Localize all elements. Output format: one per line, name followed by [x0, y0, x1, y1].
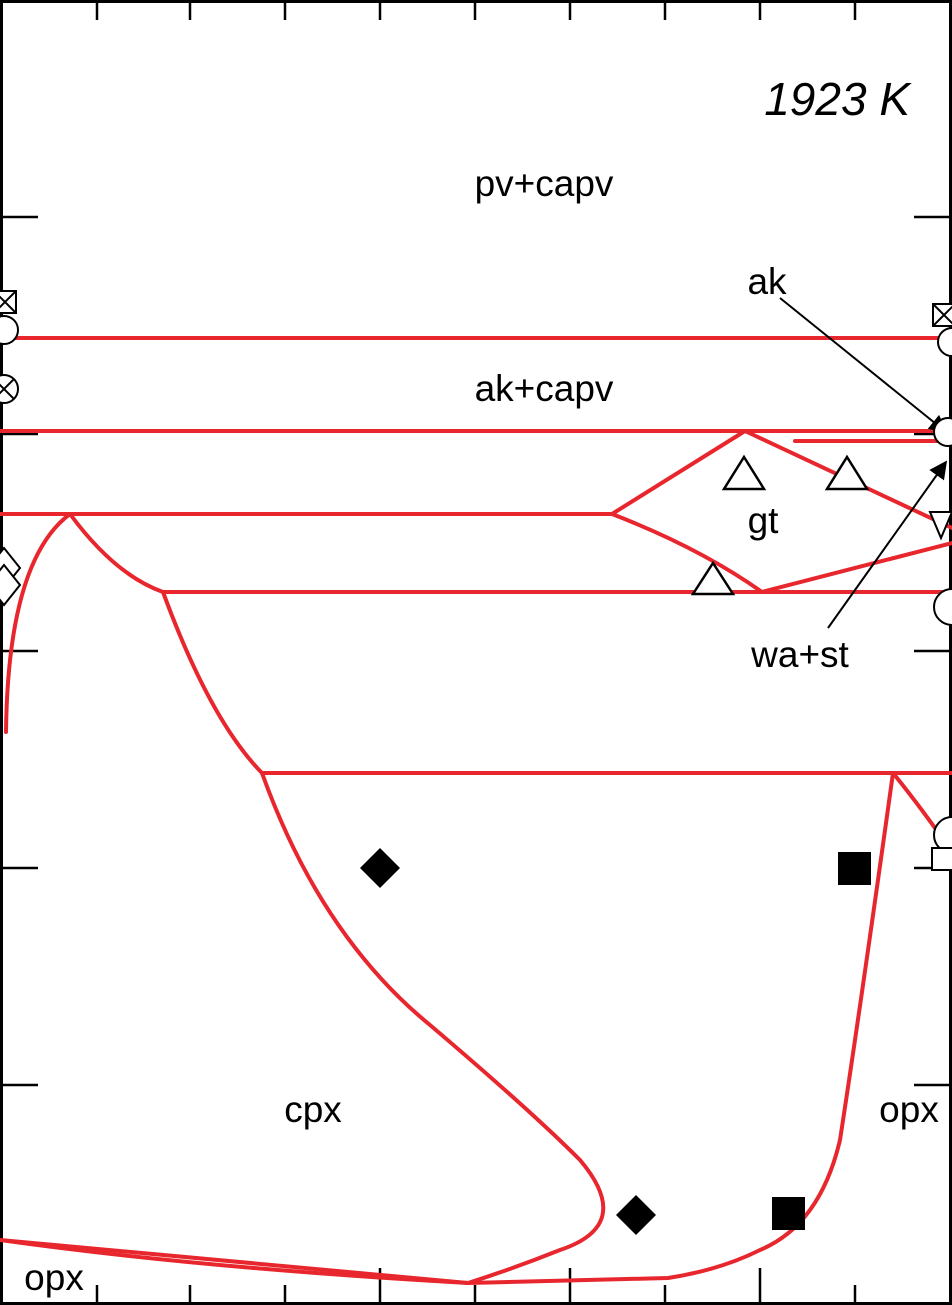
field-label-ak-capv: ak+capv: [475, 368, 614, 409]
field-label-gt: gt: [748, 500, 780, 541]
ak-arrow: [779, 297, 948, 434]
boundary-opx-bottom-1: [0, 1238, 470, 1285]
left-edge-diamond-marker-2: [0, 563, 22, 607]
boundary-opx-right-tail: [891, 771, 942, 837]
right-edge-circle-marker: [937, 327, 952, 357]
temperature-label: 1923 K: [764, 73, 912, 125]
right-edge-down-triangle-marker: [928, 511, 952, 541]
filled-square-markers: [772, 852, 871, 1230]
triangle-marker: [721, 454, 767, 491]
field-label-pv-capv: pv+capv: [475, 163, 614, 204]
callout-label-wa-st: wa+st: [750, 634, 849, 675]
triangle-marker: [824, 454, 870, 491]
boundary-cpx-upper: [161, 590, 264, 775]
filled-diamond-markers: [360, 848, 656, 1235]
boundary-gt-upper: [0, 429, 952, 530]
boundary-left-cusp: [4, 512, 165, 734]
phase-boundaries: [0, 336, 952, 1285]
right-edge-square-marker: [931, 847, 952, 871]
left-edge-circle-x-marker: [0, 315, 19, 345]
left-edge-square-x-marker: [0, 290, 17, 314]
diamond-marker: [360, 848, 400, 888]
boundary-opx-bottom-2: [0, 1238, 470, 1285]
boundary-gt-lower: [610, 512, 952, 594]
triangle-marker: [690, 560, 736, 596]
right-edge-circle-marker-2: [933, 588, 952, 626]
square-marker: [838, 852, 871, 885]
open-triangle-markers: [690, 454, 870, 596]
diamond-marker: [616, 1195, 656, 1235]
left-edge-circle-x-marker-2: [0, 374, 19, 404]
boundary-cpx-loop: [260, 771, 606, 1285]
boundary-opx-right: [466, 771, 895, 1285]
field-label-opx-right: opx: [879, 1089, 939, 1130]
square-marker: [772, 1197, 805, 1230]
right-edge-circle-star-marker: [933, 417, 952, 447]
right-edge-circle-marker-3: [933, 816, 952, 854]
field-label-cpx: cpx: [284, 1089, 342, 1130]
edge-symbols: [0, 290, 952, 871]
callout-label-ak: ak: [747, 261, 787, 302]
wa-st-arrow: [827, 460, 948, 629]
field-label-opx-bottom: opx: [24, 1257, 84, 1298]
